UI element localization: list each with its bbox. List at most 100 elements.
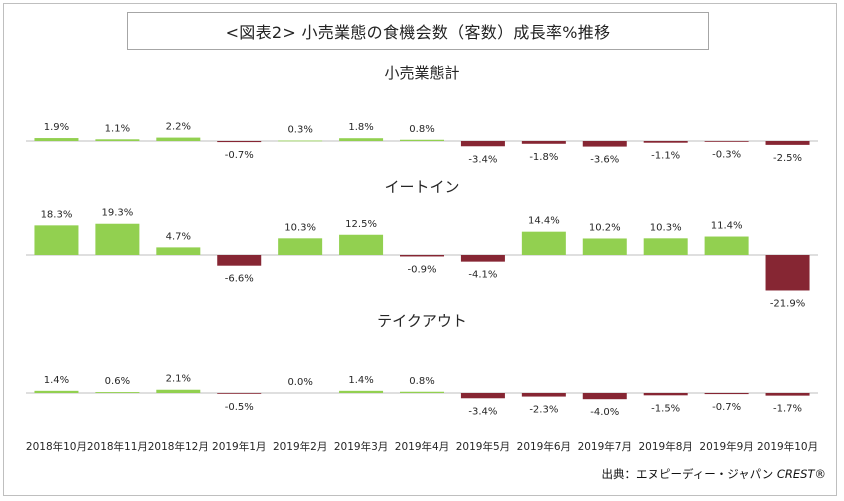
x-tick-label: 2018年11月 <box>87 440 148 453</box>
data-label: 1.4% <box>44 375 69 386</box>
bar <box>704 393 749 395</box>
x-tick-label: 2019年10月 <box>757 440 818 453</box>
x-tick-label: 2019年2月 <box>273 440 327 453</box>
bar <box>34 138 79 141</box>
data-label: -0.3% <box>712 149 741 160</box>
bar <box>34 225 79 255</box>
panel-title: イートイン <box>384 178 459 196</box>
x-tick-label: 2019年7月 <box>578 440 632 453</box>
bar <box>460 141 505 147</box>
data-label: 0.0% <box>287 377 312 388</box>
data-label: -1.5% <box>651 403 680 414</box>
x-tick-label: 2019年9月 <box>699 440 753 453</box>
bar <box>156 247 201 255</box>
data-label: -6.6% <box>225 274 254 285</box>
x-tick-label: 2019年8月 <box>638 440 692 453</box>
data-label: 0.8% <box>409 124 434 135</box>
data-label: 0.8% <box>409 376 434 387</box>
data-label: 0.6% <box>105 376 130 387</box>
chart-title: <図表2> 小売業態の食機会数（客数）成長率%推移 <box>225 23 611 42</box>
data-label: -2.5% <box>773 153 802 164</box>
chart-frame <box>3 3 837 496</box>
x-tick-label: 2019年3月 <box>334 440 388 453</box>
data-label: -0.9% <box>407 264 436 275</box>
data-label: 2.2% <box>166 122 191 133</box>
bar <box>217 255 262 266</box>
data-label: -0.5% <box>225 402 254 413</box>
bar <box>156 389 201 393</box>
bar <box>765 255 810 291</box>
panel-title: テイクアウト <box>377 312 467 330</box>
bar <box>217 393 262 394</box>
x-tick-label: 2019年1月 <box>212 440 266 453</box>
data-label: -1.8% <box>529 152 558 163</box>
data-label: -3.6% <box>590 155 619 166</box>
data-label: 1.1% <box>105 123 130 134</box>
bar <box>156 137 201 141</box>
data-label: 1.4% <box>348 375 373 386</box>
bar <box>643 238 688 255</box>
bar <box>643 393 688 396</box>
data-label: 11.4% <box>711 221 743 232</box>
data-label: 1.8% <box>348 122 373 133</box>
bar <box>400 255 444 257</box>
data-label: 4.7% <box>166 231 191 242</box>
data-label: 10.2% <box>589 222 621 233</box>
data-label: 0.3% <box>287 125 312 136</box>
x-tick-label: 2019年5月 <box>456 440 510 453</box>
data-label: -3.4% <box>468 154 497 165</box>
panel-title: 小売業態計 <box>384 64 459 82</box>
x-tick-label: 2018年12月 <box>148 440 209 453</box>
data-label: 18.3% <box>41 209 73 220</box>
x-tick-label: 2019年4月 <box>395 440 449 453</box>
bar <box>582 238 627 255</box>
x-tick-label: 2018年10月 <box>26 440 87 453</box>
bar <box>765 141 810 145</box>
data-label: -1.7% <box>773 404 802 415</box>
bar <box>278 140 323 142</box>
data-label: -0.7% <box>712 402 741 413</box>
bar <box>95 392 140 393</box>
bar <box>582 141 627 147</box>
data-label: 14.4% <box>528 216 560 227</box>
data-label: -3.4% <box>468 406 497 417</box>
data-label: -1.1% <box>651 151 680 162</box>
source-brand: CREST® <box>776 467 826 481</box>
data-label: 19.3% <box>101 208 133 219</box>
data-label: 12.5% <box>345 219 377 230</box>
bar <box>95 223 140 255</box>
bar <box>339 138 384 141</box>
source-label: 出典：エヌピーディー・ジャパン <box>601 467 774 481</box>
bar <box>95 139 140 141</box>
bar <box>339 234 384 255</box>
bar <box>217 141 262 143</box>
bar <box>582 393 627 400</box>
data-label: -4.1% <box>468 270 497 281</box>
data-label: 2.1% <box>166 374 191 385</box>
data-label: -2.3% <box>529 405 558 416</box>
bar <box>400 391 444 393</box>
bar <box>460 393 505 399</box>
data-label: 1.9% <box>44 122 69 133</box>
bar <box>765 393 810 396</box>
bar <box>460 255 505 262</box>
data-label: 10.3% <box>650 222 682 233</box>
data-label: -0.7% <box>225 150 254 161</box>
bar <box>521 231 566 255</box>
bar <box>339 390 384 393</box>
data-label: -4.0% <box>590 407 619 418</box>
data-label: -21.9% <box>770 298 805 309</box>
bar <box>704 236 749 255</box>
bar <box>704 141 749 142</box>
bar <box>643 141 688 143</box>
bar <box>521 393 566 397</box>
bar <box>521 141 566 144</box>
bar <box>34 390 79 393</box>
source-note: 出典：エヌピーディー・ジャパン CREST® <box>602 466 826 482</box>
data-label: 10.3% <box>284 222 316 233</box>
bar <box>278 238 323 255</box>
bar <box>400 139 444 141</box>
x-tick-label: 2019年6月 <box>517 440 571 453</box>
title-box: <図表2> 小売業態の食機会数（客数）成長率%推移 <box>127 12 709 50</box>
